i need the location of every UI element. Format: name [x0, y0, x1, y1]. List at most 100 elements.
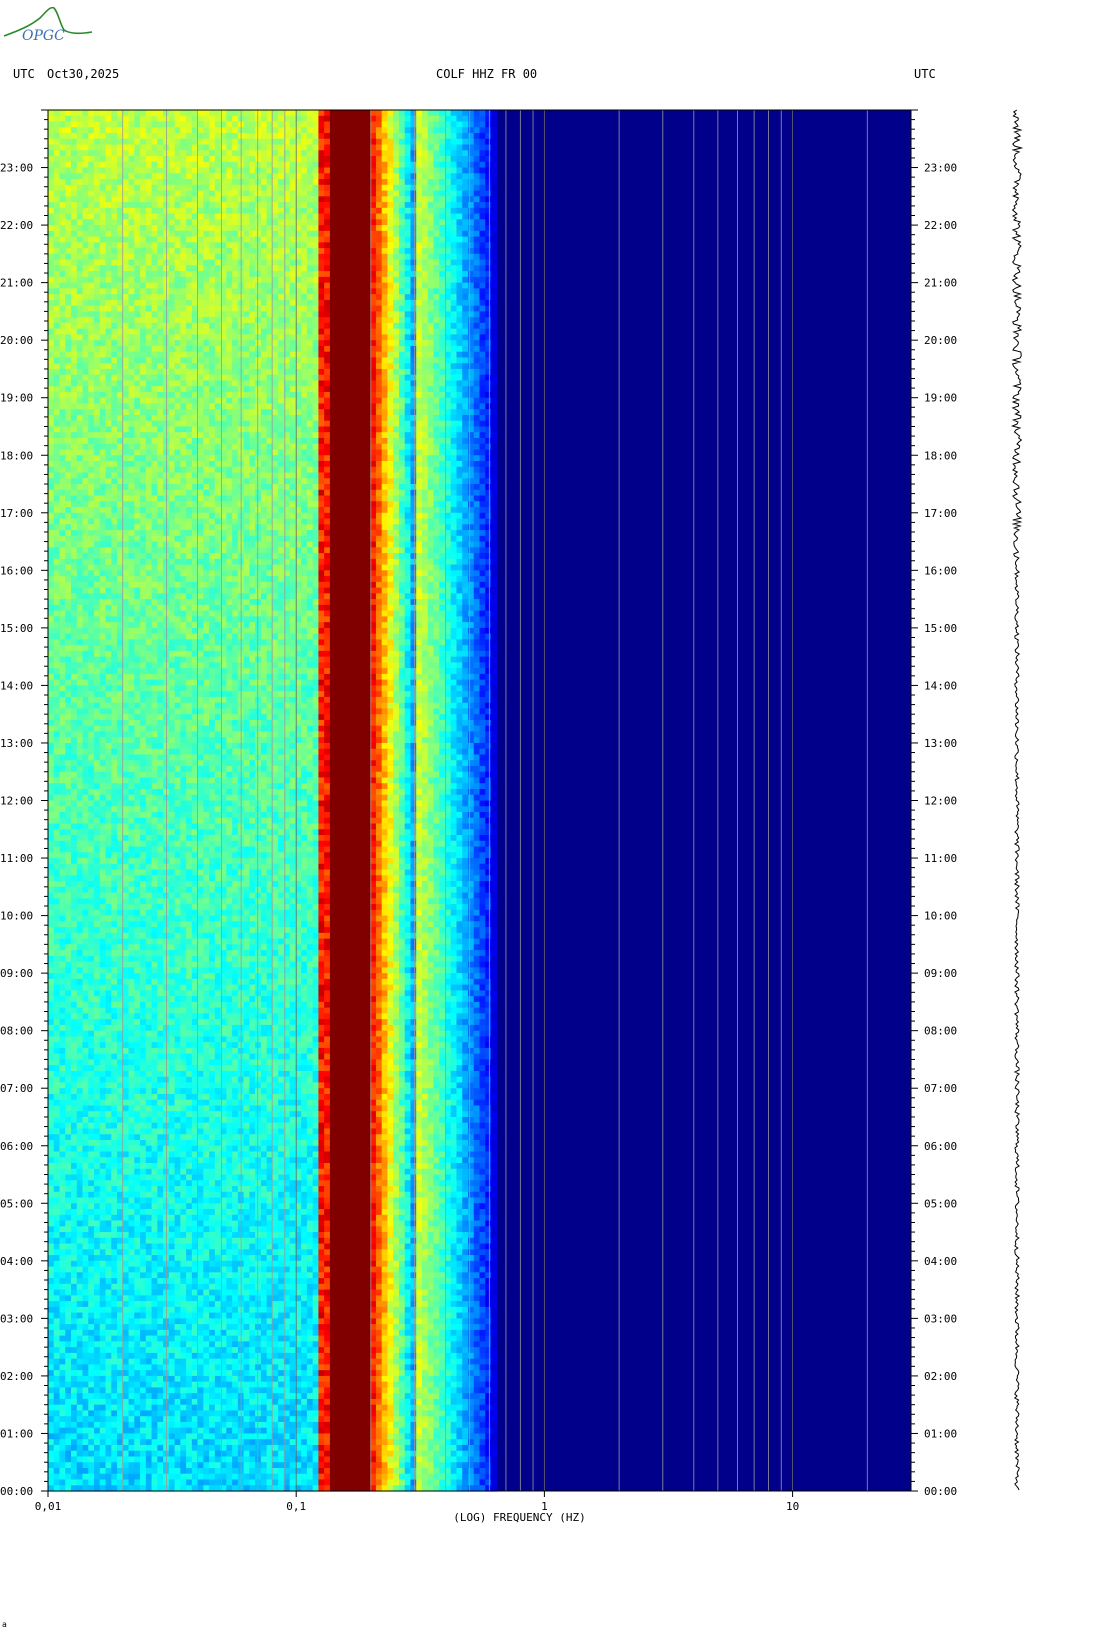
heatmap-cell [272, 455, 279, 462]
heatmap-cell [174, 363, 181, 370]
heatmap-cell [444, 282, 452, 289]
heatmap-cell [324, 409, 331, 416]
heatmap-cell [467, 340, 475, 347]
heatmap-cell [140, 259, 147, 266]
heatmap-cell [479, 213, 486, 220]
heatmap-cell [105, 219, 112, 226]
heatmap-cell [295, 334, 302, 341]
heatmap-cell [157, 466, 164, 474]
heatmap-cell [324, 248, 331, 255]
heatmap-cell [65, 173, 72, 180]
heatmap-cell [295, 184, 302, 192]
heatmap-cell [347, 196, 354, 203]
heatmap-cell [220, 196, 227, 203]
heatmap-cell [473, 202, 481, 209]
heatmap-cell [421, 196, 429, 203]
heatmap-cell [180, 288, 187, 295]
heatmap-cell [421, 236, 429, 243]
heatmap-cell [398, 202, 406, 209]
heatmap-cell [393, 455, 400, 462]
heatmap-cell [111, 305, 118, 312]
heatmap-cell [82, 426, 89, 433]
heatmap-cell [266, 253, 273, 261]
heatmap-cell [387, 380, 394, 387]
heatmap-cell [168, 213, 176, 220]
heatmap-cell [99, 271, 107, 278]
heatmap-cell [352, 271, 360, 278]
heatmap-cell [289, 161, 296, 169]
heatmap-cell [491, 345, 498, 353]
heatmap-cell [186, 334, 193, 341]
heatmap-cell [53, 202, 61, 209]
heatmap-cell [214, 138, 222, 146]
heatmap-cell [289, 386, 296, 393]
heatmap-cell [180, 466, 187, 474]
heatmap-cell [450, 225, 458, 232]
heatmap-cell [456, 173, 463, 180]
heatmap-cell [433, 115, 440, 123]
heatmap-cell [186, 432, 193, 439]
heatmap-cell [306, 328, 314, 336]
heatmap-cell [249, 253, 256, 261]
heatmap-cell [398, 282, 406, 289]
heatmap-cell [226, 345, 233, 353]
heatmap-cell [232, 138, 239, 146]
heatmap-cell [467, 322, 475, 330]
heatmap-cell [105, 414, 112, 422]
heatmap-cell [485, 351, 492, 359]
heatmap-cell [444, 437, 452, 445]
heatmap-cell [370, 461, 377, 468]
heatmap-cell [387, 455, 394, 462]
heatmap-cell [272, 294, 279, 301]
heatmap-cell [65, 294, 72, 301]
heatmap-cell [260, 259, 268, 266]
heatmap-cell [214, 230, 222, 238]
heatmap-cell [433, 271, 440, 278]
heatmap-cell [71, 426, 78, 433]
heatmap-cell [186, 127, 193, 134]
heatmap-cell [151, 110, 158, 117]
heatmap-cell [122, 397, 130, 405]
heatmap-cell [467, 225, 475, 232]
heatmap-cell [381, 282, 389, 289]
heatmap-cell [404, 340, 412, 347]
heatmap-cell [151, 426, 158, 433]
heatmap-cell [289, 368, 296, 376]
heatmap-cell [214, 167, 222, 174]
heatmap-cell [450, 432, 458, 439]
heatmap-cell [82, 414, 89, 422]
heatmap-cell [306, 397, 314, 405]
heatmap-cell [243, 253, 250, 261]
heatmap-cell [105, 311, 112, 318]
heatmap-cell [209, 466, 216, 474]
heatmap-cell [272, 121, 279, 128]
heatmap-cell [306, 472, 314, 479]
heatmap-cell [444, 368, 452, 376]
heatmap-cell [134, 380, 141, 387]
heatmap-cell [266, 461, 273, 468]
heatmap-cell [347, 426, 354, 433]
heatmap-cell [381, 386, 389, 393]
heatmap-cell [243, 317, 250, 324]
heatmap-cell [485, 472, 492, 479]
heatmap-cell [370, 236, 377, 243]
heatmap-cell [128, 443, 135, 451]
heatmap-cell [180, 196, 187, 203]
heatmap-cell [352, 248, 360, 255]
heatmap-cell [117, 363, 124, 370]
heatmap-cell [209, 317, 216, 324]
heatmap-cell [306, 115, 314, 123]
heatmap-cell [243, 432, 250, 439]
heatmap-cell [444, 190, 452, 197]
heatmap-cell [191, 179, 199, 186]
heatmap-cell [151, 328, 158, 336]
heatmap-cell [140, 265, 147, 272]
heatmap-cell [450, 386, 458, 393]
heatmap-cell [134, 230, 141, 238]
heatmap-cell [197, 282, 204, 289]
heatmap-cell [180, 110, 187, 117]
heatmap-cell [289, 340, 296, 347]
heatmap-cell [358, 133, 366, 140]
heatmap-cell [168, 449, 176, 456]
heatmap-cell [266, 340, 273, 347]
